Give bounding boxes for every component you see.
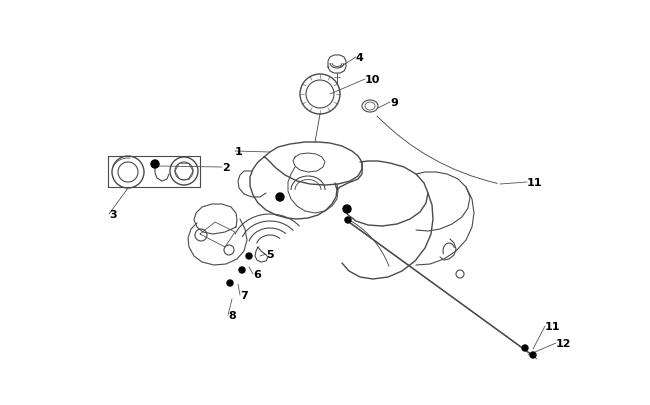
Text: 8: 8 <box>228 310 236 320</box>
Circle shape <box>343 205 351 213</box>
Circle shape <box>239 267 245 273</box>
Text: 10: 10 <box>365 75 380 85</box>
Text: 6: 6 <box>253 269 261 279</box>
Text: 7: 7 <box>240 290 248 300</box>
Circle shape <box>530 352 536 358</box>
Text: 9: 9 <box>390 98 398 108</box>
Text: 12: 12 <box>556 338 571 348</box>
Text: 3: 3 <box>109 209 116 220</box>
Circle shape <box>151 161 159 168</box>
Text: 2: 2 <box>222 162 229 173</box>
Text: 1: 1 <box>235 147 242 157</box>
Circle shape <box>522 345 528 351</box>
Text: 5: 5 <box>266 249 274 259</box>
Circle shape <box>246 254 252 259</box>
Text: 11: 11 <box>545 321 560 331</box>
Text: 4: 4 <box>356 53 364 63</box>
Circle shape <box>227 280 233 286</box>
Circle shape <box>276 194 284 202</box>
Circle shape <box>345 217 351 224</box>
Text: 11: 11 <box>527 177 543 188</box>
